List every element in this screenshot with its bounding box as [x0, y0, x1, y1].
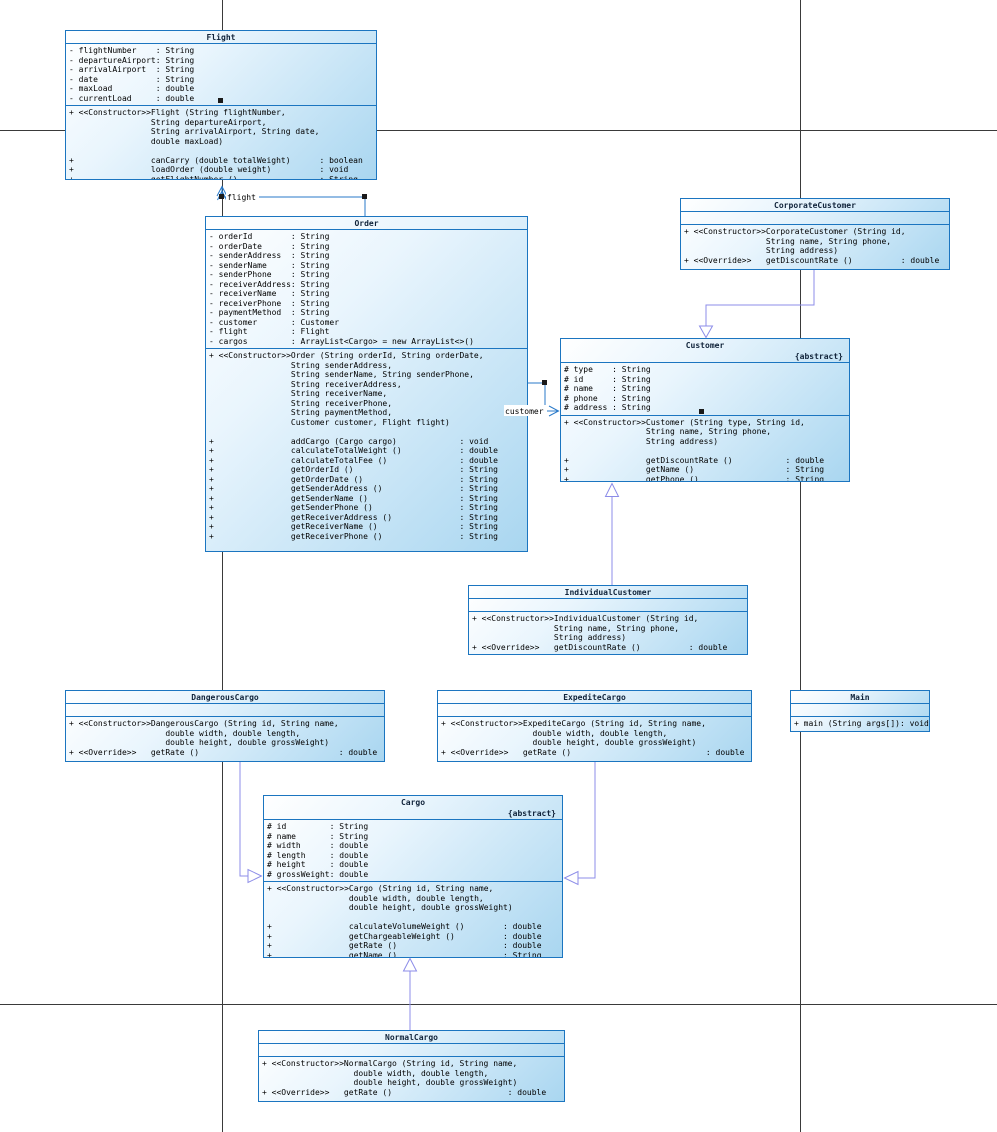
inheritance-triangle	[247, 868, 263, 884]
class-flight[interactable]: Flight - flightNumber : String - departu…	[65, 30, 377, 180]
class-main-title: Main	[850, 693, 870, 702]
generalization-dangerous-cargo	[239, 762, 263, 884]
class-expedite-cargo-attributes	[438, 703, 751, 716]
class-order-methods: + <<Constructor>>Order (String orderId, …	[206, 348, 527, 551]
class-order-attributes: - orderId : String - orderDate : String …	[206, 229, 527, 348]
class-cargo-name: Cargo	[400, 798, 426, 807]
class-individual-customer[interactable]: IndividualCustomer + <<Constructor>>Indi…	[468, 585, 748, 655]
class-corporate-customer-attributes	[681, 211, 949, 224]
class-normal-cargo-attributes	[259, 1043, 564, 1056]
class-main-attributes	[791, 703, 929, 716]
class-expedite-cargo-title: ExpediteCargo	[563, 693, 626, 702]
class-individual-customer-title: IndividualCustomer	[564, 588, 652, 597]
class-customer-title: Customer {abstract}	[561, 339, 849, 362]
attribute-link-square	[219, 194, 224, 199]
inheritance-triangle	[563, 870, 579, 886]
attribute-link-square	[362, 194, 367, 199]
generalization-individual-customer	[604, 482, 620, 585]
class-cargo[interactable]: Cargo {abstract} # id : String # name : S…	[263, 795, 563, 958]
class-cargo-title: Cargo {abstract}	[264, 796, 562, 819]
class-flight-title: Flight	[206, 33, 236, 42]
class-main-methods: + main (String args[]): void	[791, 716, 929, 731]
class-dangerous-cargo-methods: + <<Constructor>>DangerousCargo (String …	[66, 716, 384, 761]
class-corporate-customer-methods: + <<Constructor>>CorporateCustomer (Stri…	[681, 224, 949, 269]
abstract-stereotype: {abstract}	[794, 352, 843, 361]
attribute-link-square	[542, 380, 547, 385]
class-order[interactable]: Order - orderId : String - orderDate : S…	[205, 216, 528, 552]
class-dangerous-cargo[interactable]: DangerousCargo + <<Constructor>>Dangerou…	[65, 690, 385, 762]
class-cargo-attributes: # id : String # name : String # width : …	[264, 819, 562, 881]
class-flight-attributes: - flightNumber : String - departureAirpo…	[66, 43, 376, 105]
class-normal-cargo-methods: + <<Constructor>>NormalCargo (String id,…	[259, 1056, 564, 1101]
class-customer-name: Customer	[685, 341, 725, 350]
inheritance-triangle	[402, 957, 418, 972]
role-label-flight: flight	[227, 193, 256, 202]
class-dangerous-cargo-title: DangerousCargo	[191, 693, 259, 702]
class-corporate-customer-title: CorporateCustomer	[774, 201, 856, 210]
class-corporate-customer[interactable]: CorporateCustomer + <<Constructor>>Corpo…	[680, 198, 950, 270]
generalization-corporate-customer	[698, 270, 815, 339]
class-cargo-methods: + <<Constructor>>Cargo (String id, Strin…	[264, 881, 562, 957]
abstract-stereotype: {abstract}	[507, 809, 556, 818]
generalization-expedite-cargo	[563, 762, 596, 886]
class-normal-cargo[interactable]: NormalCargo + <<Constructor>>NormalCargo…	[258, 1030, 565, 1102]
class-main[interactable]: Main + main (String args[]): void	[790, 690, 930, 732]
inheritance-triangle	[604, 482, 620, 497]
class-individual-customer-methods: + <<Constructor>>IndividualCustomer (Str…	[469, 611, 747, 654]
class-customer[interactable]: Customer {abstract} # type : String # id …	[560, 338, 850, 482]
class-expedite-cargo[interactable]: ExpediteCargo + <<Constructor>>ExpediteC…	[437, 690, 752, 762]
class-expedite-cargo-methods: + <<Constructor>>ExpediteCargo (String i…	[438, 716, 751, 761]
class-individual-customer-attributes	[469, 598, 747, 611]
class-customer-attributes: # type : String # id : String # name : S…	[561, 362, 849, 415]
class-flight-methods: + <<Constructor>>Flight (String flightNu…	[66, 105, 376, 179]
generalization-normal-cargo	[402, 957, 418, 1030]
class-dangerous-cargo-attributes	[66, 703, 384, 716]
class-order-title: Order	[354, 219, 379, 228]
class-customer-methods: + <<Constructor>>Customer (String type, …	[561, 414, 849, 481]
class-normal-cargo-title: NormalCargo	[385, 1033, 438, 1042]
inheritance-triangle	[698, 325, 714, 339]
